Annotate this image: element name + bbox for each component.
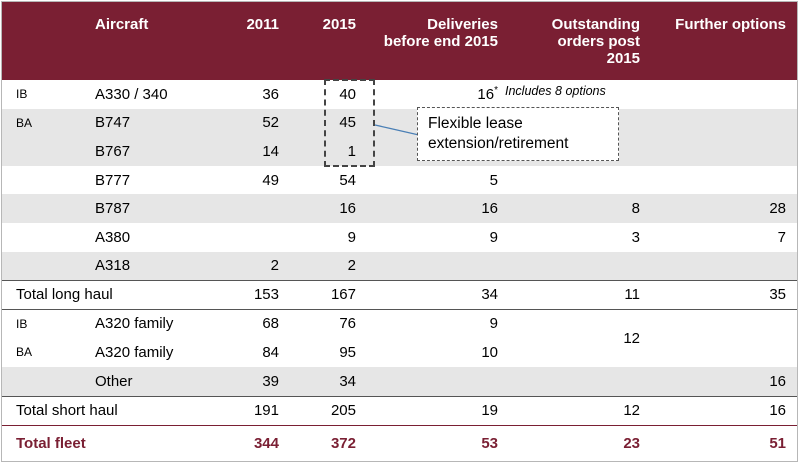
value-2011: 344 bbox=[253, 435, 279, 452]
value-outstanding: 23 bbox=[623, 435, 640, 452]
header-further-options: Further options bbox=[675, 16, 786, 33]
value-2015: 54 bbox=[339, 171, 356, 189]
value-further: 7 bbox=[777, 228, 786, 246]
airline-group: IB bbox=[16, 87, 28, 102]
header-outstanding-line3: 2015 bbox=[606, 50, 640, 67]
total-fleet-label: Total fleet bbox=[16, 435, 86, 452]
value-deliveries: 5 bbox=[489, 171, 498, 189]
value-deliveries: 53 bbox=[481, 435, 498, 452]
total-long-haul-label: Total long haul bbox=[16, 286, 113, 304]
value-2015: 16 bbox=[339, 200, 356, 218]
callout-box: Flexible lease extension/retirement bbox=[417, 107, 619, 161]
header-2011: 2011 bbox=[246, 16, 279, 33]
value-outstanding: 3 bbox=[631, 228, 640, 246]
table-row: Other 39 34 16 bbox=[2, 367, 797, 396]
value-further: 16 bbox=[769, 372, 786, 390]
table-header: Aircraft 2011 2015 Deliveries before end… bbox=[2, 2, 797, 80]
table-row: IB A320 family 68 76 9 bbox=[2, 309, 797, 338]
callout-text: Flexible lease extension/retirement bbox=[428, 114, 568, 154]
value-2015: 167 bbox=[330, 286, 356, 304]
aircraft-name: A330 / 340 bbox=[95, 85, 168, 103]
table-row: BA B747 52 45 bbox=[2, 108, 797, 138]
value-2011: 52 bbox=[262, 114, 279, 132]
value-outstanding: 12 bbox=[623, 402, 640, 420]
aircraft-name: Other bbox=[95, 372, 133, 390]
highlight-dashed-box bbox=[324, 79, 375, 167]
value-outstanding-merged: 12 bbox=[623, 329, 640, 347]
header-outstanding-line1: Outstanding bbox=[551, 16, 640, 33]
header-deliveries-line2: before end 2015 bbox=[383, 33, 498, 50]
value-2011: 49 bbox=[262, 171, 279, 189]
header-outstanding-line2: orders post bbox=[557, 33, 640, 50]
footnote-marker: * bbox=[494, 85, 498, 96]
value-2015: 2 bbox=[347, 257, 356, 275]
value-deliveries: 19 bbox=[481, 402, 498, 420]
total-long-haul-row: Total long haul 153 167 34 11 35 bbox=[2, 280, 797, 309]
value-2015: 34 bbox=[339, 372, 356, 390]
callout-line1: Flexible lease bbox=[428, 115, 523, 132]
header-aircraft: Aircraft bbox=[95, 16, 149, 33]
value-further: 16 bbox=[769, 402, 786, 420]
value-2015: 1 bbox=[347, 142, 356, 160]
value-outstanding: 8 bbox=[631, 200, 640, 218]
aircraft-name: B777 bbox=[95, 171, 131, 189]
total-short-haul-row: Total short haul 191 205 19 12 16 bbox=[2, 396, 797, 425]
value-deliveries: 9 bbox=[489, 315, 498, 333]
callout-line2: extension/retirement bbox=[428, 135, 569, 152]
value-2011: 191 bbox=[253, 402, 279, 420]
aircraft-name: A320 family bbox=[95, 315, 174, 333]
aircraft-name: A380 bbox=[95, 228, 131, 246]
value-2011: 84 bbox=[262, 343, 279, 361]
table-row: B767 14 1 bbox=[2, 137, 797, 166]
table-row: B787 16 16 8 28 bbox=[2, 194, 797, 223]
value-further: 28 bbox=[769, 200, 786, 218]
header-outstanding: Outstanding orders post 2015 bbox=[552, 16, 640, 67]
value-deliveries: 10 bbox=[481, 343, 498, 361]
value-deliveries: 16 bbox=[481, 200, 498, 218]
value-2011: 2 bbox=[270, 257, 279, 275]
header-deliveries: Deliveries before end 2015 bbox=[384, 16, 498, 50]
aircraft-name: B747 bbox=[95, 114, 131, 132]
value-deliveries: 34 bbox=[481, 286, 498, 304]
table-row: IB A330 / 340 36 40 16 * bbox=[2, 80, 797, 109]
value-2015: 45 bbox=[339, 114, 356, 132]
value-2015: 76 bbox=[339, 315, 356, 333]
value-2015: 372 bbox=[330, 435, 356, 452]
table-row: BA A320 family 84 95 10 bbox=[2, 338, 797, 367]
deliveries-value: 16 bbox=[477, 85, 495, 103]
aircraft-name: A320 family bbox=[95, 343, 174, 361]
aircraft-name: A318 bbox=[95, 257, 131, 275]
header-2015: 2015 bbox=[322, 16, 356, 33]
table-row: B777 49 54 5 bbox=[2, 166, 797, 195]
airline-group: BA bbox=[16, 345, 33, 360]
value-2015: 95 bbox=[339, 343, 356, 361]
value-2015: 205 bbox=[330, 402, 356, 420]
value-2015: 40 bbox=[339, 85, 356, 103]
aircraft-name: B767 bbox=[95, 142, 131, 160]
value-2011: 68 bbox=[262, 315, 279, 333]
value-outstanding: 11 bbox=[624, 286, 640, 304]
value-deliveries: 9 bbox=[489, 228, 498, 246]
total-fleet-row: Total fleet 344 372 53 23 51 bbox=[2, 425, 797, 461]
value-2015: 9 bbox=[347, 228, 356, 246]
aircraft-name: B787 bbox=[95, 200, 131, 218]
value-further: 35 bbox=[769, 286, 786, 304]
airline-group: BA bbox=[16, 115, 33, 130]
value-2011: 39 bbox=[262, 372, 279, 390]
footnote-text: Includes 8 options bbox=[505, 84, 606, 98]
value-further: 51 bbox=[769, 435, 786, 452]
airline-group: IB bbox=[16, 316, 28, 331]
value-2011: 153 bbox=[253, 286, 279, 304]
value-2011: 36 bbox=[262, 85, 279, 103]
table-row: A318 2 2 bbox=[2, 251, 797, 281]
header-deliveries-line1: Deliveries bbox=[427, 16, 498, 33]
callout-connector bbox=[375, 124, 419, 136]
total-short-haul-label: Total short haul bbox=[16, 402, 118, 420]
value-deliveries: 16 * bbox=[477, 80, 498, 109]
table-row: A380 9 9 3 7 bbox=[2, 223, 797, 252]
value-2011: 14 bbox=[262, 142, 279, 160]
